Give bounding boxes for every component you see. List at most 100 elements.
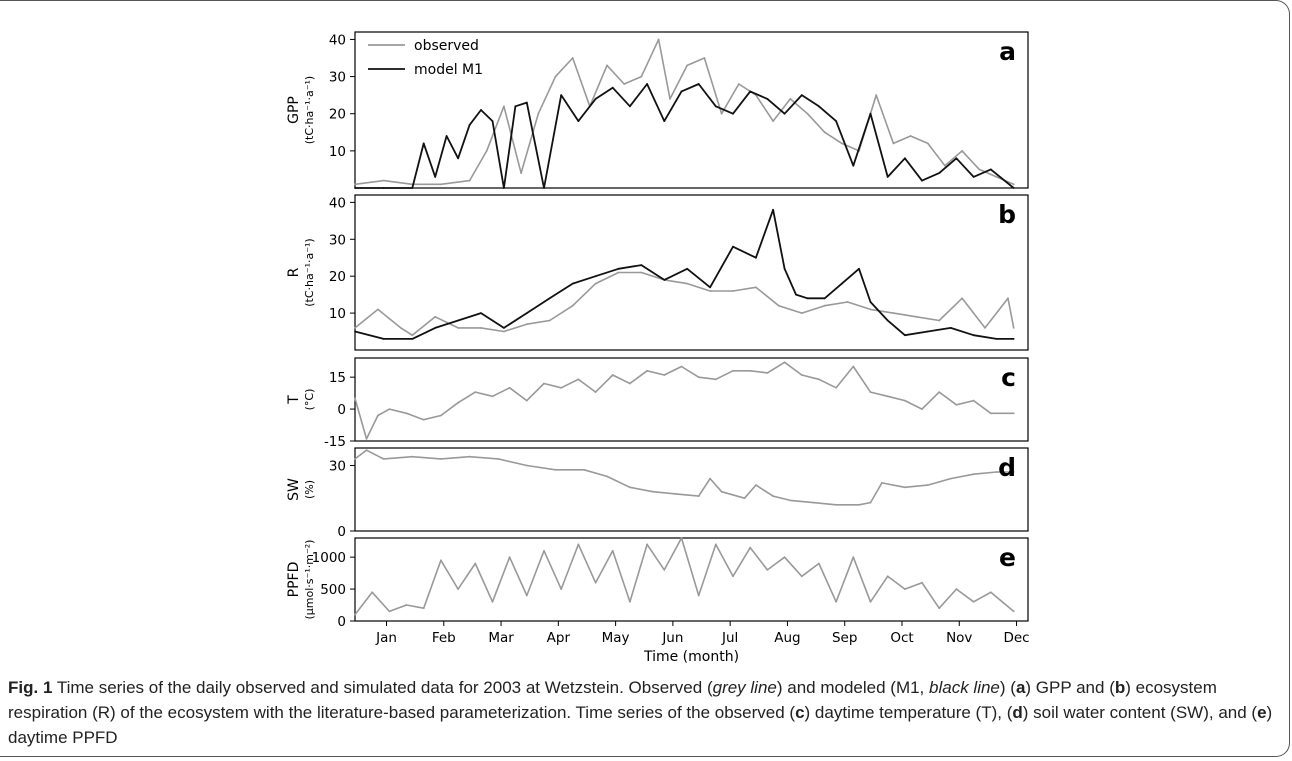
data-point: [577, 543, 580, 546]
caption-bold: e: [1257, 703, 1267, 722]
data-point: [909, 135, 912, 137]
data-point: [640, 75, 643, 78]
data-point: [743, 497, 746, 500]
data-point: [783, 112, 786, 115]
data-point: [869, 112, 872, 115]
data-point: [978, 168, 981, 171]
data-point: [766, 98, 769, 100]
data-point: [749, 546, 752, 549]
data-point: [485, 150, 488, 152]
data-point: [405, 604, 408, 606]
data-point: [411, 455, 414, 458]
x-tick-label-jan: Jan: [375, 630, 397, 646]
data-point: [949, 477, 952, 480]
y-axis-label-b: R: [286, 267, 302, 277]
data-point: [921, 581, 923, 584]
caption-fig-label: Fig. 1: [8, 678, 53, 697]
data-point: [732, 112, 734, 115]
data-point: [354, 187, 356, 189]
data-point: [852, 164, 855, 167]
data-point: [1012, 471, 1015, 473]
data-point: [399, 327, 402, 329]
data-point: [823, 304, 826, 307]
data-point: [915, 315, 918, 318]
data-point: [354, 397, 356, 400]
data-point: [525, 312, 528, 314]
data-point: [440, 559, 442, 562]
y-axis-units-c: (°C): [303, 389, 316, 411]
caption-bold: a: [1015, 678, 1026, 697]
data-point: [1012, 327, 1015, 329]
data-point: [886, 395, 889, 398]
panel-letter-b: b: [998, 200, 1016, 229]
data-point: [382, 338, 385, 340]
data-point: [560, 94, 563, 96]
data-point: [560, 588, 563, 590]
data-point: [955, 157, 958, 160]
data-point: [440, 458, 442, 460]
data-point: [777, 304, 780, 307]
data-point: [1012, 183, 1015, 186]
data-point: [629, 382, 631, 385]
data-point: [457, 319, 459, 322]
data-point: [611, 549, 614, 552]
data-point: [411, 334, 414, 337]
data-point: [594, 391, 597, 393]
data-point: [812, 501, 815, 504]
x-tick-label-nov: Nov: [946, 630, 972, 646]
data-point: [783, 556, 786, 559]
data-point: [680, 90, 683, 93]
data-point: [382, 458, 385, 460]
y-axis-units-e: (μmol·s⁻¹·m⁻²): [303, 540, 316, 620]
data-point: [434, 327, 437, 329]
data-point: [686, 267, 689, 270]
data-point: [732, 290, 734, 292]
series-line-a-model: [355, 83, 1015, 189]
data-point: [457, 157, 459, 160]
data-point: [835, 503, 837, 506]
data-point: [703, 57, 706, 59]
data-point: [1012, 610, 1015, 613]
legend-label-observed: observed: [414, 38, 479, 54]
data-point: [548, 319, 551, 322]
data-point: [783, 361, 786, 364]
data-point: [503, 105, 505, 108]
data-point: [961, 150, 963, 152]
data-point: [972, 473, 975, 476]
data-point: [904, 399, 906, 402]
data-point: [755, 256, 757, 259]
legend-label-model: model M1: [414, 62, 483, 78]
data-point: [365, 438, 368, 440]
data-point: [497, 458, 500, 460]
data-point: [571, 282, 574, 285]
caption-italic: grey line: [712, 678, 777, 697]
data-point: [720, 112, 723, 115]
data-point: [646, 543, 648, 546]
data-point: [949, 327, 952, 329]
data-point: [938, 607, 941, 610]
data-point: [938, 172, 941, 175]
caption-text: ) daytime PPFD: [8, 703, 1273, 747]
data-point: [875, 94, 878, 96]
data-point: [548, 297, 551, 300]
x-tick-label-oct: Oct: [890, 630, 913, 646]
data-point: [904, 157, 906, 160]
data-point: [457, 588, 459, 590]
data-point: [755, 484, 757, 486]
data-point: [354, 327, 356, 329]
data-point: [606, 475, 608, 478]
data-point: [405, 412, 408, 415]
data-point: [714, 105, 717, 108]
y-tick-label: 20: [329, 269, 346, 285]
caption-text: ) soil water content (SW), and (: [1022, 703, 1258, 722]
data-point: [995, 176, 998, 178]
y-tick-label: 0: [337, 402, 346, 418]
data-point: [554, 75, 557, 78]
data-point: [651, 490, 654, 493]
data-point: [806, 297, 809, 300]
data-point: [388, 408, 391, 410]
data-point: [474, 562, 477, 565]
data-point: [697, 495, 700, 497]
caption-text: ) ecosystem respiration (R) of the ecosy…: [8, 678, 1217, 722]
data-point: [800, 374, 803, 376]
